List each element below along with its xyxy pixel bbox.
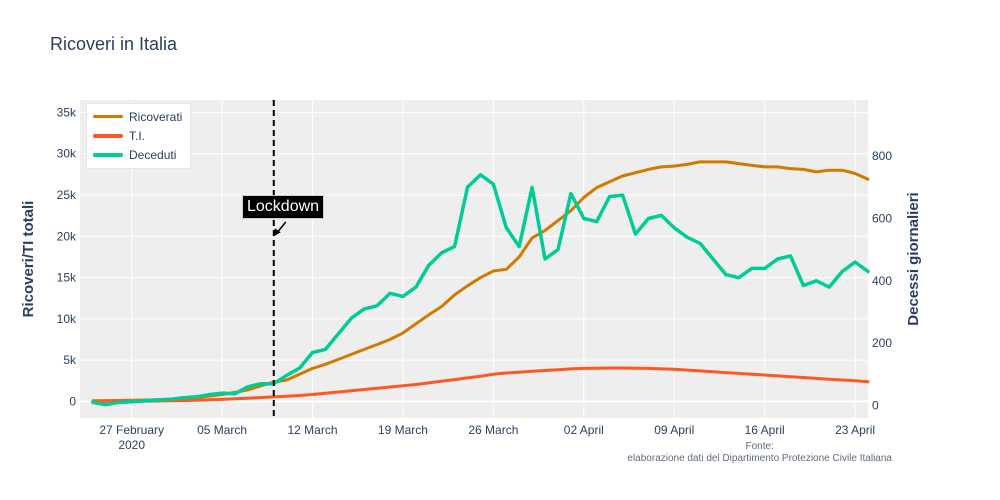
y-axis-label: Ricoveri/TI totali (20, 201, 37, 318)
y2-tick-label: 600 (872, 211, 892, 225)
x-tick-label: 09 April (654, 423, 694, 437)
legend-label-ricoverati: Ricoverati (129, 109, 183, 124)
y2-axis-label: Decessi giornalieri (905, 192, 922, 325)
series-line-t-i (91, 366, 870, 403)
y-tick-label: 30k (57, 147, 77, 161)
chart-title: Ricoveri in Italia (50, 34, 178, 54)
y-tick-label: 15k (57, 271, 77, 285)
x-tick-label: 27 February (99, 423, 164, 437)
y2-tick-label: 0 (872, 399, 879, 413)
source-text: elaborazione dati del Dipartimento Prote… (627, 453, 892, 464)
series-line-deceduti (91, 173, 870, 407)
x-tick-label: 23 April (835, 423, 875, 437)
y-tick-label: 10k (57, 312, 77, 326)
legend-item-deceduti[interactable]: Deceduti (93, 145, 182, 164)
annotation-arrow-head (273, 228, 281, 237)
x-tick-label: 02 April (564, 423, 604, 437)
legend-item-ricoverati[interactable]: Ricoverati (93, 107, 182, 126)
y2-tick-label: 800 (872, 149, 892, 163)
legend-label-deceduti: Deceduti (129, 147, 177, 162)
x-tick-label: 16 April (745, 423, 785, 437)
source-label: Fonte: (745, 441, 774, 452)
y-tick-label: 35k (57, 105, 77, 119)
legend-label-ti: T.I. (129, 128, 146, 143)
legend-item-ti[interactable]: T.I. (93, 126, 182, 145)
lockdown-annotation: Lockdown (242, 195, 325, 219)
y-tick-label: 25k (57, 188, 77, 202)
y-axis-ticks: 0 5k 10k 15k 20k 25k 30k 35k (57, 105, 77, 408)
y2-tick-label: 400 (872, 274, 892, 288)
y2-axis-ticks: 0 200 400 600 800 (872, 149, 892, 412)
x-tick-label: 12 March (288, 423, 338, 437)
legend-swatch-deceduti (93, 152, 123, 157)
y-tick-label: 0 (69, 394, 76, 408)
series-lines (91, 160, 870, 407)
x-tick-label: 05 March (197, 423, 247, 437)
source-note: Fonte: elaborazione dati del Dipartiment… (627, 441, 892, 465)
plot-area (80, 100, 868, 418)
y-tick-label: 20k (57, 229, 77, 243)
annotation-arrow (273, 221, 287, 237)
x-gridlines (131, 100, 856, 418)
x-tick-label: 26 March (468, 423, 518, 437)
y-tick-label: 5k (63, 353, 77, 367)
y-gridlines (80, 111, 868, 403)
x-tick-sublabel: 2020 (118, 438, 145, 452)
chart-legend[interactable]: Ricoverati T.I. Deceduti (86, 103, 192, 169)
x-tick-label: 19 March (378, 423, 428, 437)
legend-swatch-ricoverati (93, 115, 123, 118)
y2-tick-label: 200 (872, 336, 892, 350)
legend-swatch-ti (93, 133, 123, 138)
